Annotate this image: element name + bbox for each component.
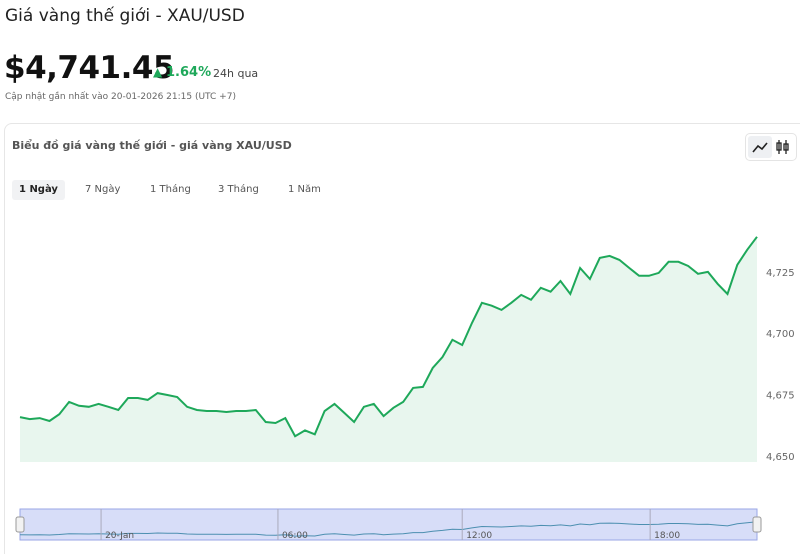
change-arrow: ▲ xyxy=(153,65,163,79)
navigator-label: 12:00 xyxy=(466,531,492,541)
updated: Cập nhật gần nhất vào 20-01-2026 21:15 (… xyxy=(5,92,236,102)
price: $4,741.45 xyxy=(4,50,175,86)
y-tick-label: 4,675 xyxy=(766,391,795,402)
range-tab[interactable]: 3 Tháng xyxy=(218,184,259,195)
area xyxy=(20,236,757,462)
range-tab[interactable]: 1 Tháng xyxy=(150,184,191,195)
y-tick-label: 4,650 xyxy=(766,452,795,463)
navigator-line xyxy=(19,521,758,537)
y-tick-label: 4,725 xyxy=(766,268,795,279)
range-tab[interactable]: 1 Năm xyxy=(288,184,321,195)
navigator-handle[interactable] xyxy=(752,516,762,533)
line-icon xyxy=(752,142,768,153)
change: 1.64% xyxy=(166,65,212,80)
change-period: 24h qua xyxy=(213,67,259,80)
card xyxy=(4,123,800,554)
navigator-label: 20-Jan xyxy=(105,531,134,541)
chart: 4,650 4,675 4,700 4,725 20-Jan 06:00 12:00 18:0… xyxy=(15,236,795,541)
y-tick-label: 4,700 xyxy=(766,329,795,340)
range-tab[interactable]: 7 Ngày xyxy=(85,184,121,195)
navigator-label: 18:00 xyxy=(654,531,680,541)
range-tab[interactable]: 1 Ngày xyxy=(12,180,65,200)
price-line xyxy=(19,236,758,438)
page-title: Giá vàng thế giới - XAU/USD xyxy=(5,6,245,26)
chart-type-icons xyxy=(748,136,789,158)
card-title: Biểu đồ giá vàng thế giới - giá vàng XAU… xyxy=(12,139,292,152)
candle-button[interactable] xyxy=(776,140,789,154)
chart-type-switch xyxy=(745,133,797,161)
navigator-label: 06:00 xyxy=(282,531,308,541)
navigator-handle[interactable] xyxy=(15,516,25,533)
